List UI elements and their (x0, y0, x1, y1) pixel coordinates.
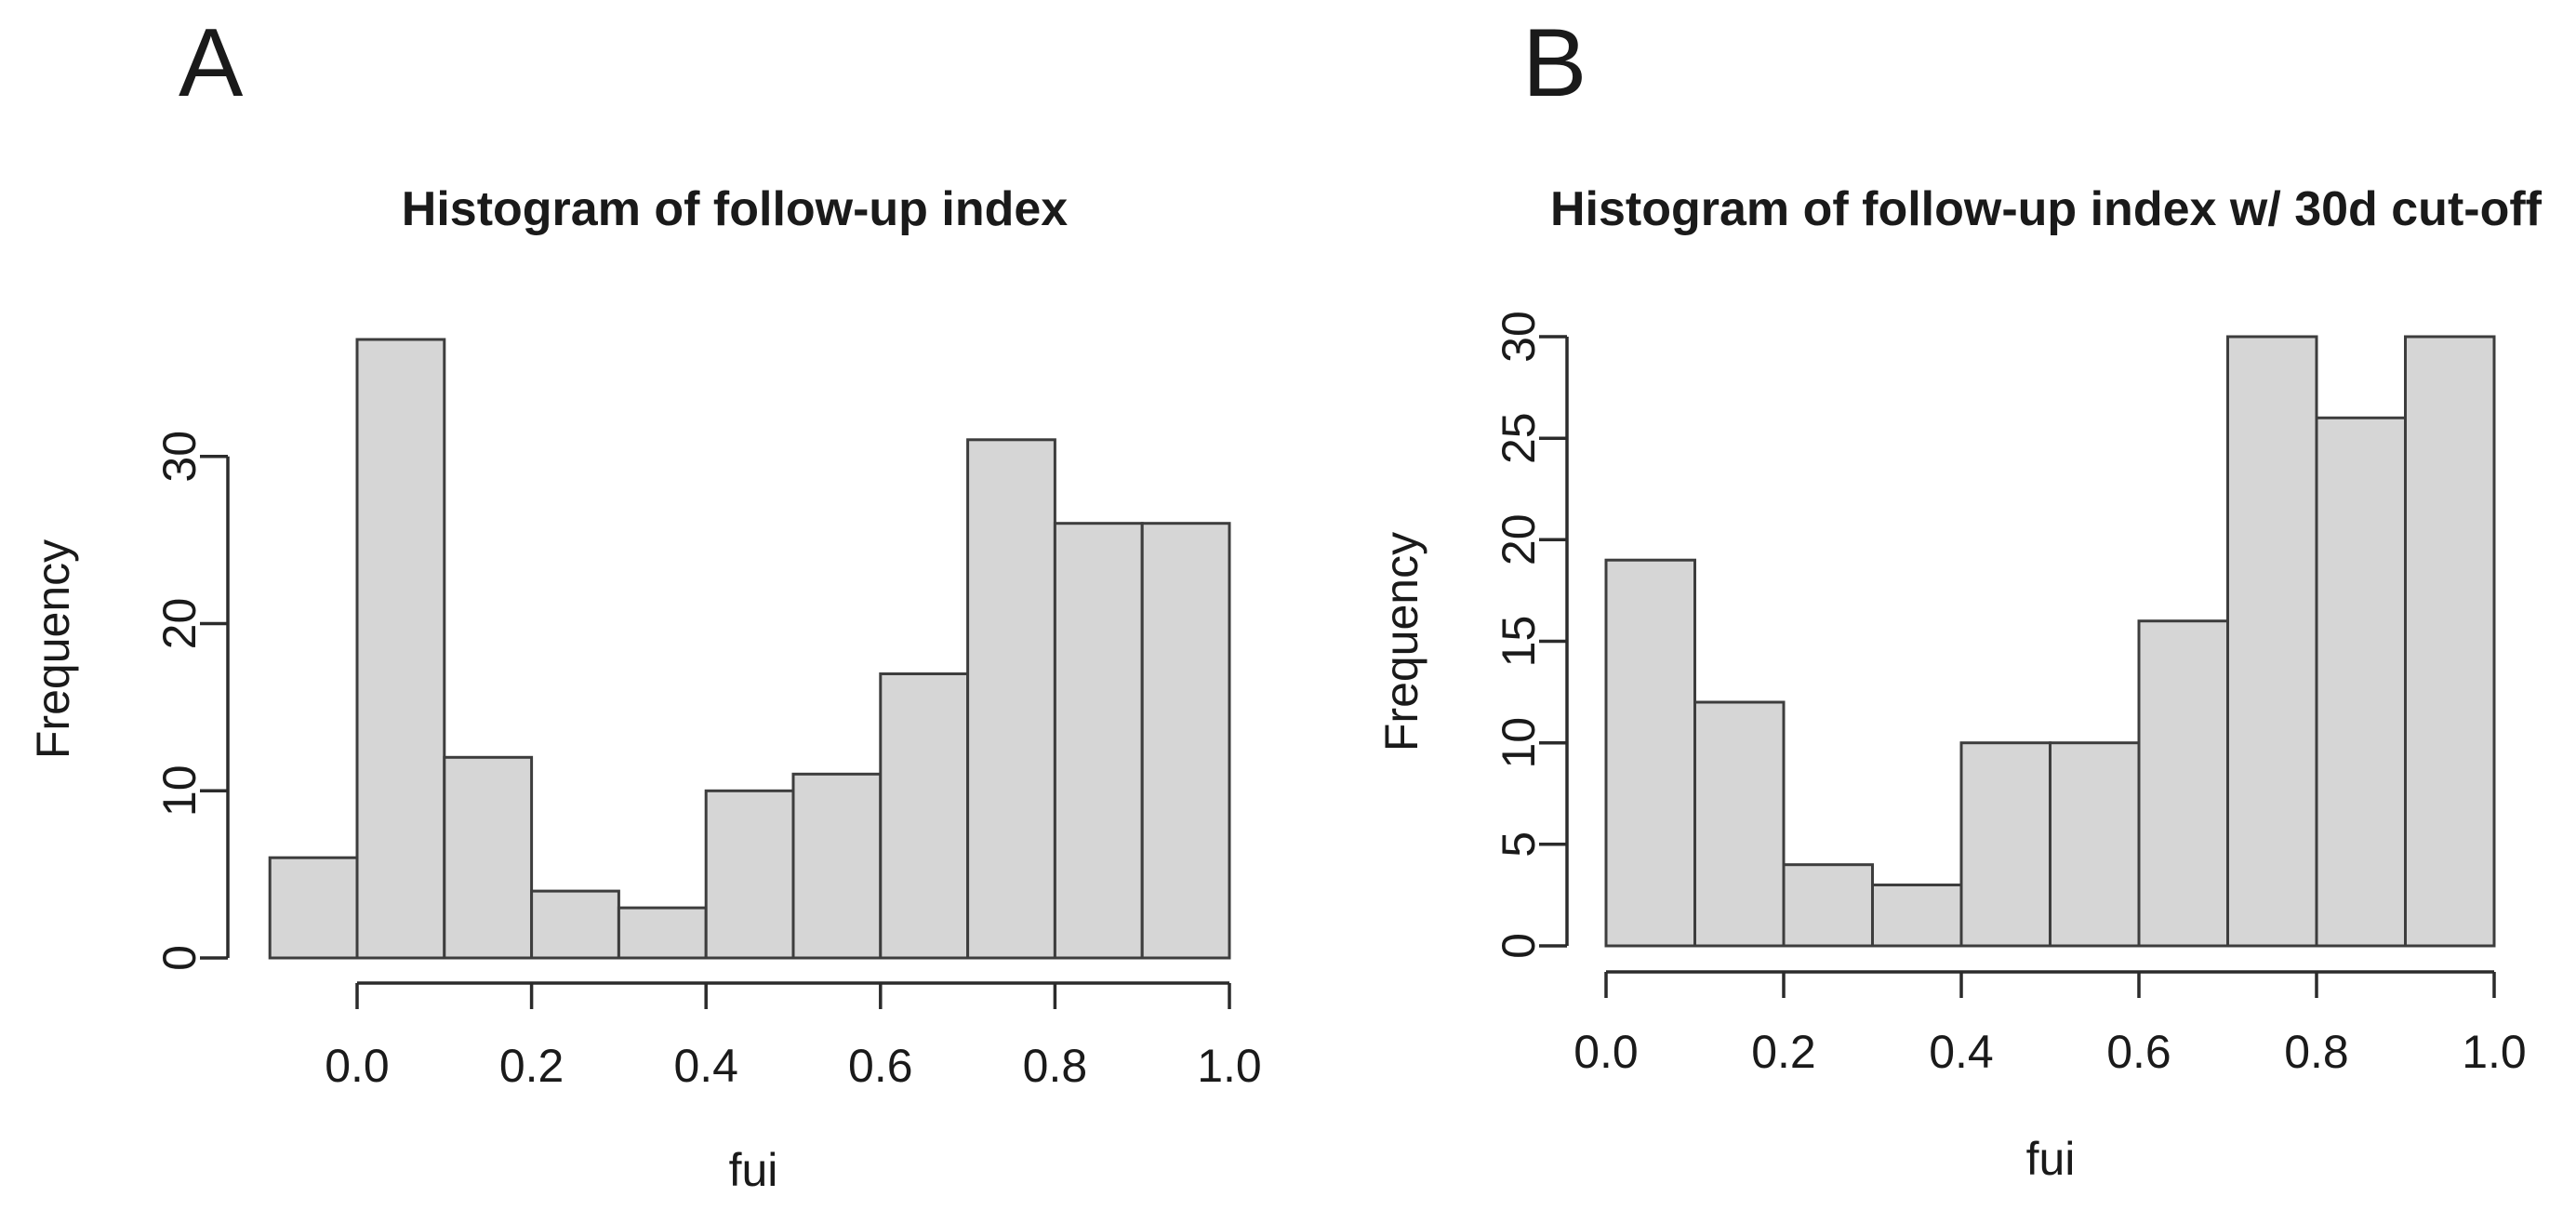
panel-b-xlabel: fui (2026, 1133, 2076, 1185)
histogram-bar (2226, 335, 2318, 948)
histogram-panel-a: 0 10 20 30 0.0 0.2 0.4 0.6 0.8 1.0 A Histogram of… (27, 9, 1262, 1196)
x-tick-label: 0.4 (673, 1040, 738, 1092)
histogram-bar (2404, 335, 2496, 948)
histogram-bar (1053, 522, 1144, 960)
panel-b-dynamic-layer: 0 5 10 15 20 25 30 0.0 0.2 0.4 0.6 0.8 1.0 (1493, 311, 2527, 1078)
y-tick-label: 0 (1493, 933, 1545, 959)
y-tick-label: 5 (1493, 831, 1545, 858)
histogram-bar (617, 906, 708, 960)
panel-a-title: Histogram of follow-up index (402, 182, 1069, 236)
panel-b-ylabel: Frequency (1375, 532, 1427, 751)
histogram-bar (1782, 863, 1874, 948)
x-tick-label: 0.4 (1929, 1026, 1994, 1078)
x-tick-label: 1.0 (1197, 1040, 1262, 1092)
y-tick-label: 10 (153, 765, 206, 817)
histogram-bar (1959, 741, 2052, 948)
panel-a-ylabel: Frequency (27, 539, 79, 759)
histogram-bar (1140, 522, 1231, 960)
x-tick-label: 0.2 (499, 1040, 564, 1092)
x-tick-label: 1.0 (2462, 1026, 2527, 1078)
histogram-bar (879, 672, 970, 960)
x-tick-label: 0.8 (2284, 1026, 2349, 1078)
x-tick-label: 0.6 (2106, 1026, 2171, 1078)
histogram-bar (268, 856, 359, 960)
panel-b-title: Histogram of follow-up index w/ 30d cut-… (1550, 182, 2543, 236)
y-tick-label: 30 (153, 431, 206, 483)
x-tick-label: 0.0 (325, 1040, 390, 1092)
x-tick-label: 0.0 (1573, 1026, 1639, 1078)
histogram-bar (1604, 558, 1696, 948)
panel-a-dynamic-layer: 0 10 20 30 0.0 0.2 0.4 0.6 0.8 1.0 (153, 338, 1262, 1092)
panel-a-letter: A (179, 9, 244, 117)
histogram-bar (1871, 884, 1963, 948)
histogram-bar (530, 889, 620, 960)
histogram-bar (704, 789, 795, 960)
y-tick-label: 20 (1493, 513, 1545, 565)
x-tick-label: 0.8 (1023, 1040, 1088, 1092)
y-tick-label: 15 (1493, 616, 1545, 668)
y-tick-label: 20 (153, 598, 206, 650)
histogram-bar (2137, 619, 2229, 948)
histogram-bar (791, 772, 883, 960)
histogram-bar (443, 755, 534, 960)
histogram-bar (355, 338, 446, 960)
histogram-bar (1693, 700, 1786, 948)
histogram-panel-b: 0 5 10 15 20 25 30 0.0 0.2 0.4 0.6 0.8 1.0 B Histogr… (1375, 9, 2543, 1185)
histogram-bar (2315, 416, 2407, 948)
panel-b-letter: B (1522, 9, 1587, 117)
panel-a-xlabel: fui (729, 1144, 778, 1196)
y-tick-label: 0 (153, 945, 206, 971)
histogram-bar (2049, 741, 2141, 948)
y-tick-label: 10 (1493, 717, 1545, 769)
x-tick-label: 0.2 (1751, 1026, 1816, 1078)
histogram-bar (966, 438, 1056, 960)
y-tick-label: 30 (1493, 311, 1545, 363)
y-tick-label: 25 (1493, 412, 1545, 464)
x-tick-label: 0.6 (848, 1040, 913, 1092)
